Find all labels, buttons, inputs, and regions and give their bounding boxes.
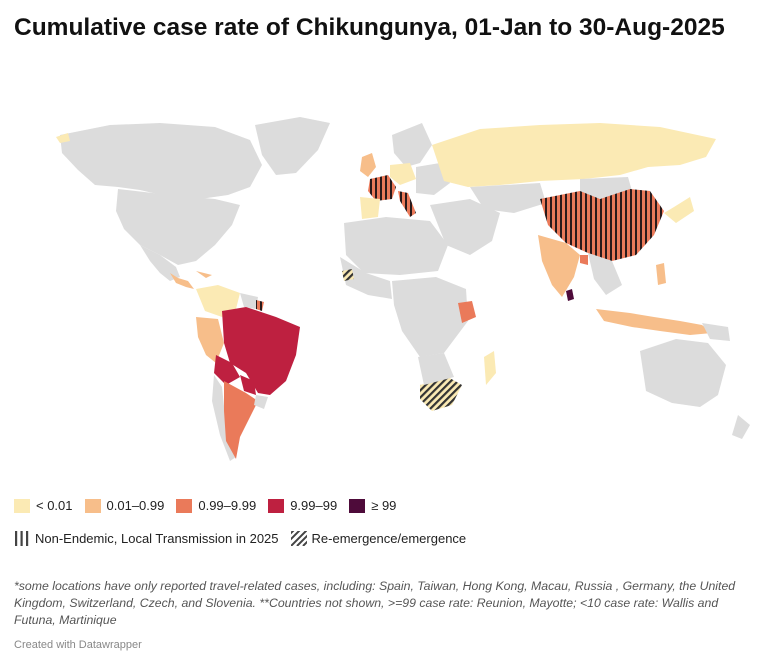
region-middle-east: [430, 199, 500, 255]
legend-item-9-99-99: 9.99–99: [268, 498, 337, 513]
region-central-america: [170, 273, 194, 289]
region-peru-ecuador: [196, 317, 224, 363]
region-greenland: [255, 117, 330, 175]
region-usa: [116, 189, 240, 265]
region-canada-alaska: [60, 123, 262, 199]
vertical-stripes-icon: [15, 531, 29, 546]
region-papua-new-guinea: [702, 323, 730, 341]
region-central-africa: [392, 277, 468, 357]
region-philippines: [656, 263, 666, 285]
region-central-asia: [470, 183, 546, 213]
region-colombia-venezuela: [196, 285, 240, 317]
region-bangladesh: [580, 255, 588, 265]
region-guianas: [240, 293, 258, 309]
region-west-africa: [340, 257, 392, 299]
legend-item-lt-0-01: < 0.01: [14, 498, 73, 513]
region-australia: [640, 339, 726, 407]
region-paraguay: [240, 375, 256, 395]
region-south-africa: [420, 377, 462, 411]
region-uruguay: [254, 395, 268, 409]
region-russia: [432, 123, 716, 187]
region-north-africa: [344, 217, 448, 275]
legend-label: 9.99–99: [290, 498, 338, 513]
region-uk-ireland: [360, 153, 376, 177]
region-korea-japan: [664, 197, 694, 223]
region-southern-africa: [418, 353, 454, 385]
legend-swatch-0-01-0-99: [84, 498, 101, 513]
region-caribbean: [196, 271, 212, 278]
legend-swatch-lt-0-01: [14, 498, 30, 513]
legend-swatch-ge-99: [349, 498, 366, 513]
region-iceland: [56, 133, 70, 143]
region-italy: [398, 191, 416, 217]
region-france: [368, 175, 396, 201]
legend-label: 0.01–0.99: [106, 498, 165, 513]
region-southeast-asia: [588, 253, 622, 295]
legend-label: Non-Endemic, Local Transmission in 2025: [35, 531, 279, 546]
region-french-guiana: [256, 300, 264, 311]
region-kenya: [458, 301, 476, 323]
footnote: *some locations have only reported trave…: [14, 579, 736, 627]
legend-label: Re-emergence/emergence: [311, 531, 467, 546]
region-madagascar: [484, 351, 496, 385]
credit-link[interactable]: Created with Datawrapper: [14, 639, 142, 651]
chart-title: Cumulative case rate of Chikungunya, 01-…: [14, 14, 725, 41]
legend-swatch-9-99-99: [268, 498, 285, 513]
region-scandinavia: [392, 123, 432, 167]
region-indonesia: [596, 309, 712, 335]
legend-item-ge-99: ≥ 99: [349, 498, 396, 513]
region-iberia: [360, 197, 380, 219]
legend-label: 0.99–9.99: [198, 498, 257, 513]
color-legend: < 0.01 0.01–0.99 0.99–9.99 9.99–99 ≥ 99: [14, 498, 408, 513]
legend-label: < 0.01: [36, 498, 73, 513]
legend-item-0-99-9-99: 0.99–9.99: [176, 498, 256, 513]
region-new-zealand: [732, 415, 750, 439]
legend-swatch-0-99-9-99: [176, 498, 193, 513]
legend-item-0-01-0-99: 0.01–0.99: [84, 498, 165, 513]
region-brazil: [222, 307, 300, 395]
pattern-legend: Non-Endemic, Local Transmission in 2025 …: [14, 531, 478, 546]
region-bolivia: [214, 355, 240, 385]
legend-item-re-emergence: Re-emergence/emergence: [290, 531, 467, 546]
region-india: [538, 235, 580, 297]
region-sri-lanka: [566, 289, 574, 301]
region-senegal: [342, 269, 354, 281]
region-china: [540, 189, 664, 261]
region-argentina: [224, 381, 258, 459]
region-germany-central: [390, 163, 416, 185]
legend-item-local-transmission: Non-Endemic, Local Transmission in 2025: [14, 531, 279, 546]
region-mexico: [140, 245, 180, 281]
world-choropleth-map: [56, 117, 750, 461]
legend-label: ≥ 99: [371, 498, 397, 513]
diagonal-hatch-icon: [290, 531, 307, 546]
